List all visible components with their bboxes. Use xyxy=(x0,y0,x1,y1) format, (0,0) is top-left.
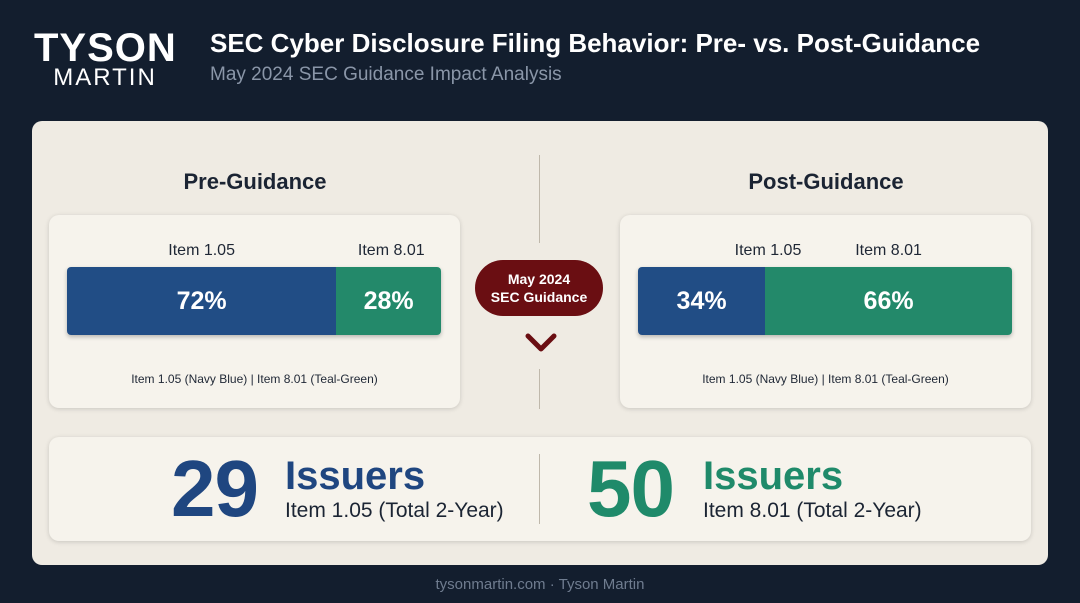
pre-label-item-105: Item 1.05 xyxy=(168,242,235,259)
post-stacked-bar: 34% 66% xyxy=(638,267,1012,335)
issuers-105-count: 29 xyxy=(171,444,259,533)
post-legend: Item 1.05 (Navy Blue) | Item 8.01 (Teal-… xyxy=(702,372,949,386)
footer-credit: tysonmartin.com · Tyson Martin xyxy=(435,576,645,593)
page-subtitle: May 2024 SEC Guidance Impact Analysis xyxy=(210,64,562,85)
center-divider-top xyxy=(539,155,540,243)
post-label-item-105: Item 1.05 xyxy=(734,242,802,259)
guidance-badge: May 2024 SEC Guidance xyxy=(475,260,603,316)
issuers-105-desc: Item 1.05 (Total 2-Year) xyxy=(285,499,504,522)
pre-bar-item-105: 72% xyxy=(67,267,337,335)
main-panel: Pre-Guidance Post-Guidance Item 1.05 Ite… xyxy=(32,121,1048,565)
pre-bar-item-801: 28% xyxy=(336,267,441,335)
post-bar-item-105: 34% xyxy=(638,267,766,335)
post-guidance-heading: Post-Guidance xyxy=(748,169,904,194)
issuers-801-count: 50 xyxy=(587,444,675,533)
guidance-badge-line1: May 2024 xyxy=(507,271,571,287)
brand-logo: TYSON MARTIN xyxy=(34,28,176,90)
post-guidance-card: Item 1.05 Item 8.01 34% 66% Item 1.05 (N… xyxy=(620,215,1031,408)
pre-label-item-801: Item 8.01 xyxy=(357,242,425,259)
pre-stacked-bar: 72% 28% xyxy=(67,267,441,335)
guidance-badge-line2: SEC Guidance xyxy=(490,289,588,305)
issuer-stats-card: 29 Issuers Item 1.05 (Total 2-Year) 50 I… xyxy=(49,437,1031,541)
issuers-801-word: Issuers xyxy=(703,454,844,498)
page-title: SEC Cyber Disclosure Filing Behavior: Pr… xyxy=(210,28,981,58)
chevron-down-icon xyxy=(525,333,557,352)
brand-logo-line2: MARTIN xyxy=(53,64,157,91)
brand-logo-line1: TYSON xyxy=(34,26,177,70)
post-bar-item-801: 66% xyxy=(765,267,1012,335)
center-divider-bottom xyxy=(539,369,540,409)
issuers-105-word: Issuers xyxy=(285,454,426,498)
pre-legend: Item 1.05 (Navy Blue) | Item 8.01 (Teal-… xyxy=(131,372,378,386)
pre-guidance-heading: Pre-Guidance xyxy=(183,169,327,194)
issuers-801-desc: Item 8.01 (Total 2-Year) xyxy=(703,499,922,522)
pre-guidance-card: Item 1.05 Item 8.01 72% 28% Item 1.05 (N… xyxy=(49,215,460,408)
post-label-item-801: Item 8.01 xyxy=(855,242,922,259)
stats-divider xyxy=(539,454,540,524)
